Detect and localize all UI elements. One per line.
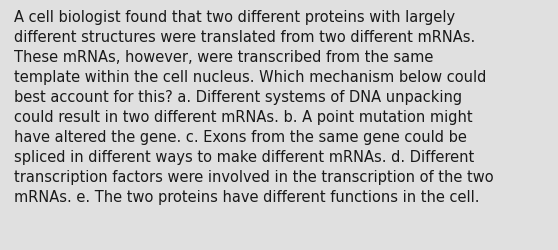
Text: A cell biologist found that two different proteins with largely
different struct: A cell biologist found that two differen… [14,10,493,204]
